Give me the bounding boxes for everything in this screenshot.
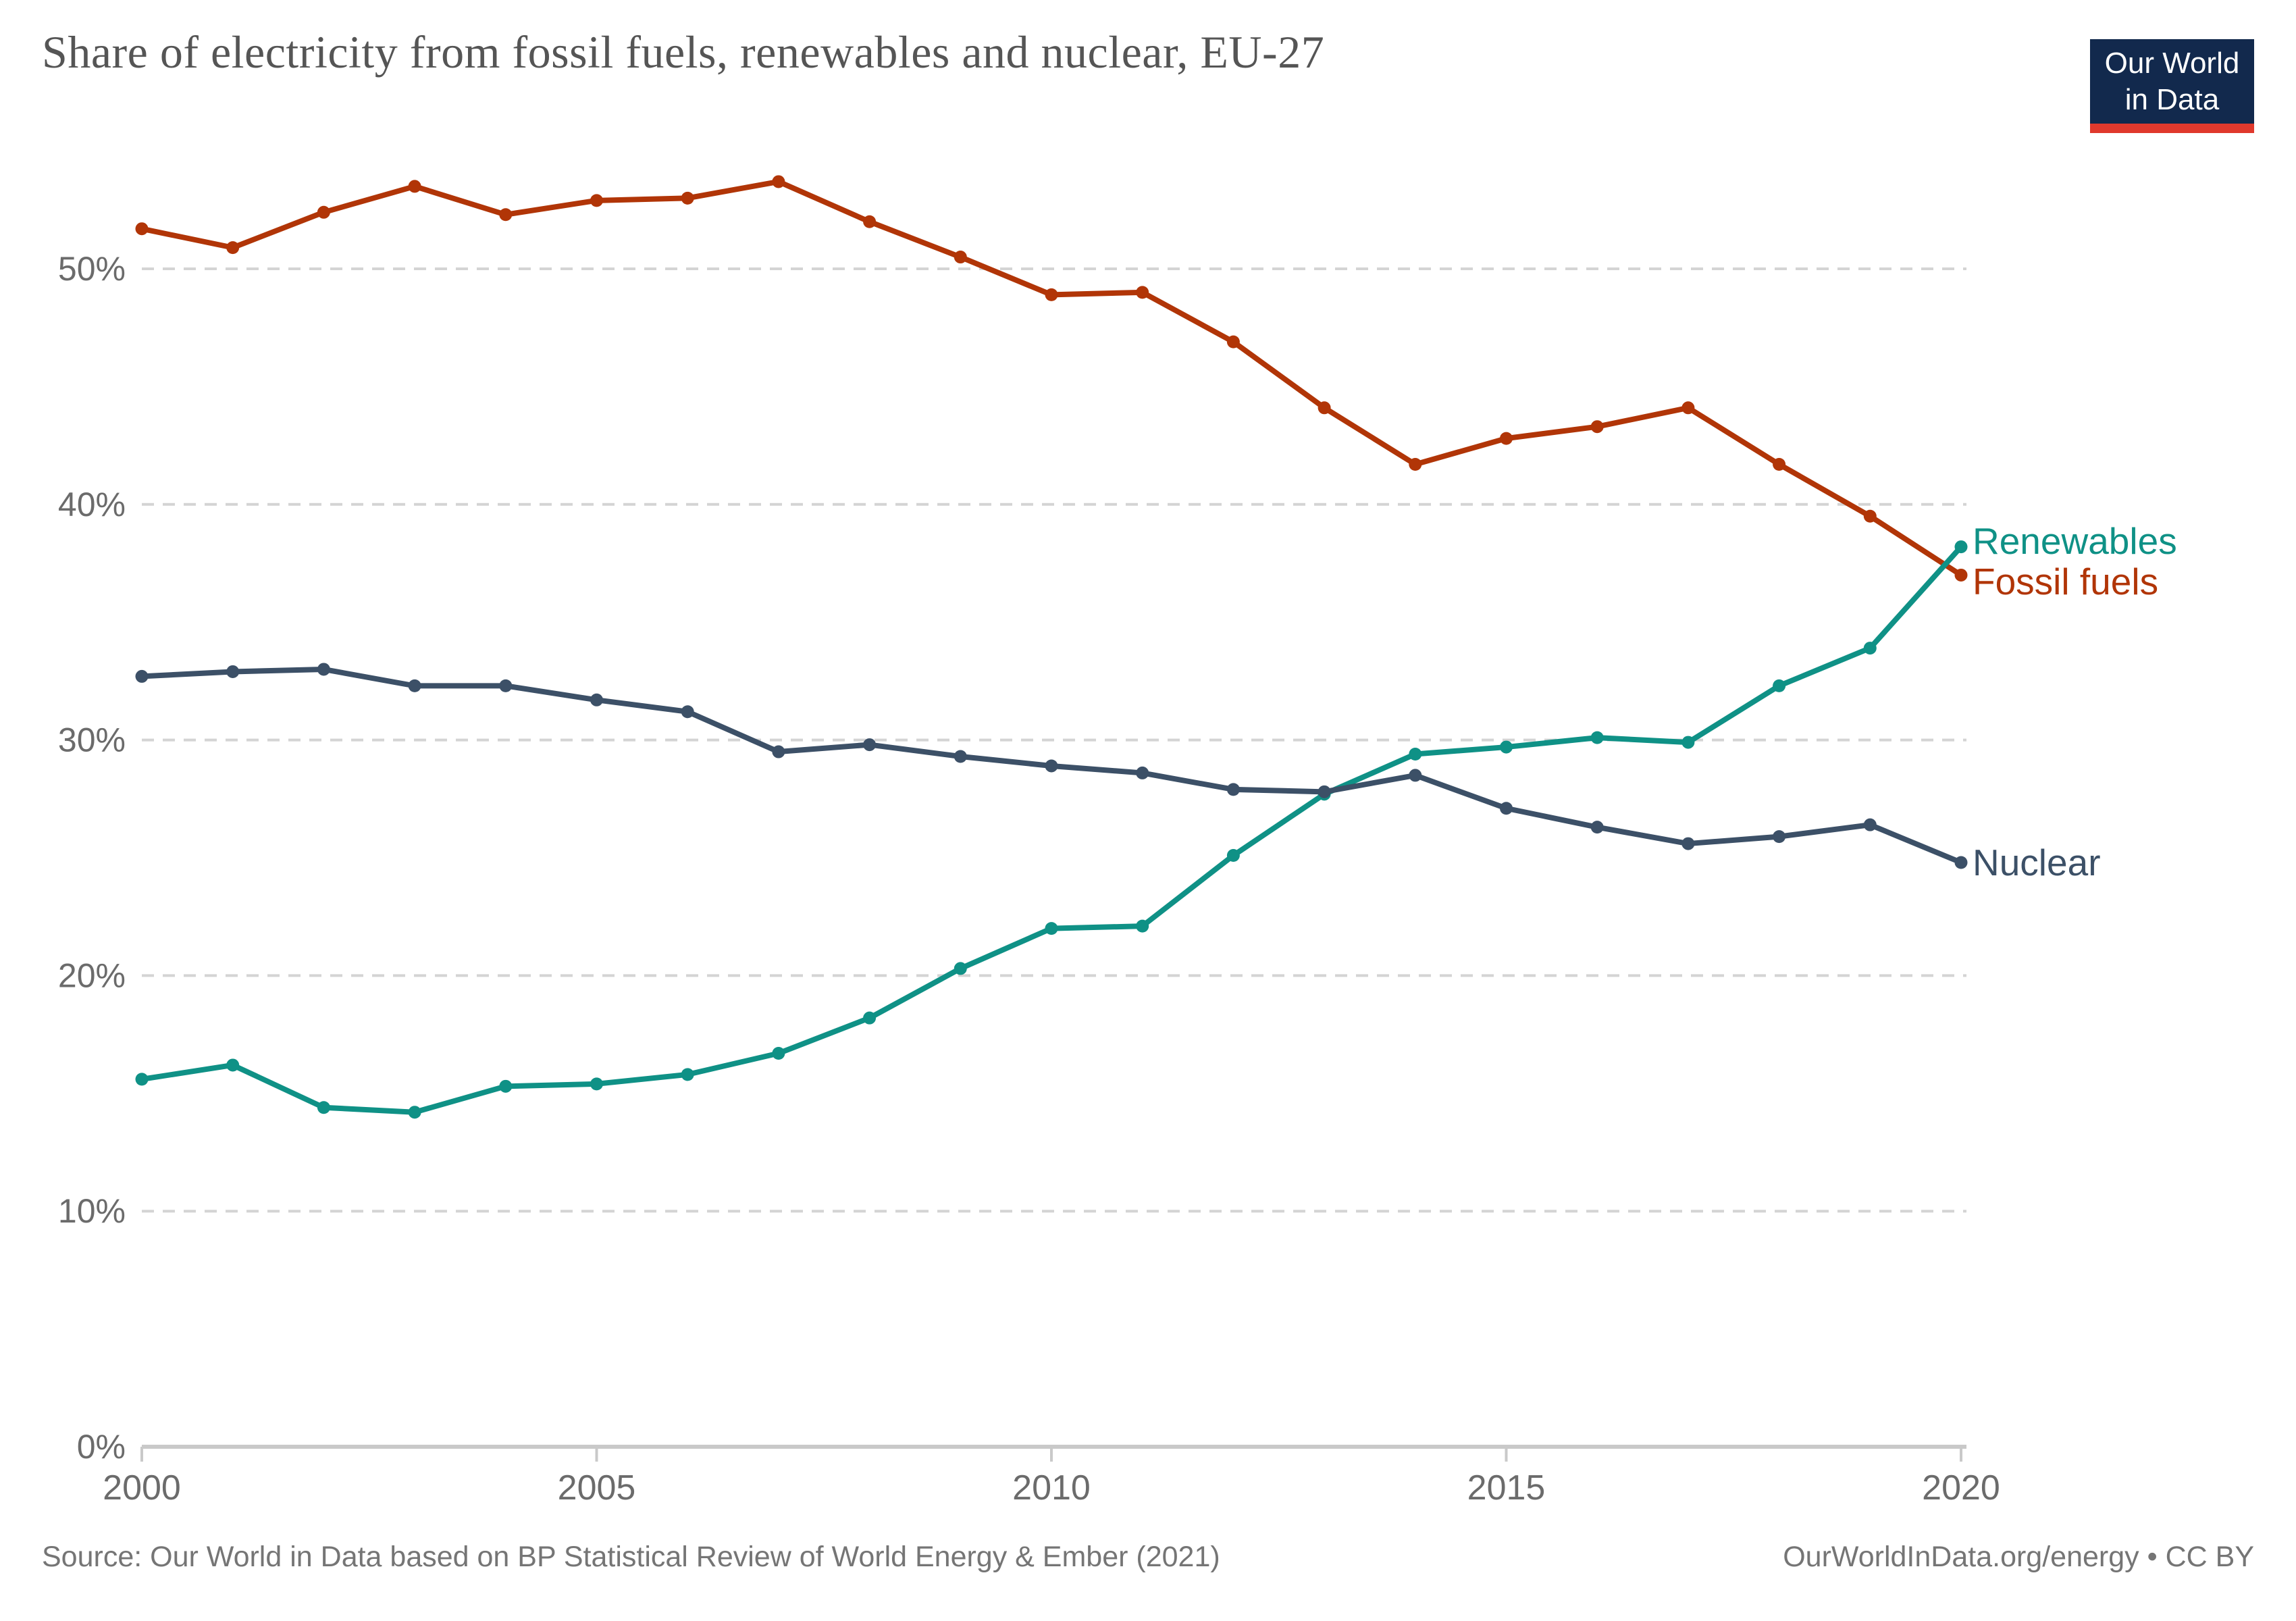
data-point (226, 241, 240, 255)
data-point (681, 705, 694, 719)
data-point (226, 1058, 240, 1072)
data-point (1681, 837, 1695, 850)
data-point (863, 215, 877, 228)
owid-logo-line1: Our World (2104, 46, 2240, 80)
data-point (1500, 802, 1513, 815)
owid-logo-line2: in Data (2124, 82, 2220, 116)
y-tick-label-50: 50% (58, 250, 126, 288)
data-point (499, 679, 513, 692)
x-tick-label-2005: 2005 (558, 1468, 636, 1508)
data-point (1226, 849, 1240, 863)
y-tick-label-0: 0% (77, 1428, 126, 1466)
chart-footer: Source: Our World in Data based on BP St… (42, 1541, 2254, 1574)
data-point (772, 175, 785, 188)
data-point (135, 1073, 149, 1086)
data-point (1136, 286, 1149, 299)
series-label-renewables: Renewables (1973, 519, 2177, 562)
data-point (1409, 748, 1422, 761)
data-point (1863, 509, 1877, 523)
series-label-nuclear: Nuclear (1973, 841, 2101, 883)
data-point (1226, 335, 1240, 349)
data-point (1045, 288, 1058, 301)
y-tick-label-20: 20% (58, 956, 126, 994)
data-point (1500, 740, 1513, 754)
data-point (408, 1106, 421, 1119)
data-point (1954, 540, 1968, 554)
y-tick-label-40: 40% (58, 486, 126, 523)
data-point (317, 663, 330, 676)
y-tick-label-30: 30% (58, 721, 126, 759)
data-point (954, 962, 967, 975)
data-point (1681, 401, 1695, 415)
data-point (1045, 759, 1058, 773)
data-point (590, 1077, 603, 1091)
data-point (681, 1068, 694, 1081)
data-point (135, 222, 149, 236)
chart-title: Share of electricity from fossil fuels, … (42, 26, 1325, 78)
data-point (317, 205, 330, 219)
data-point (590, 194, 603, 207)
data-point (1590, 821, 1604, 834)
data-point (954, 750, 967, 763)
data-point (1954, 568, 1968, 582)
data-point (1045, 922, 1058, 935)
data-point (590, 693, 603, 706)
data-point (1681, 736, 1695, 749)
source-note: Source: Our World in Data based on BP St… (42, 1541, 1220, 1573)
owid-logo: Our World in Data (2090, 39, 2254, 133)
data-point (408, 679, 421, 692)
data-point (954, 251, 967, 264)
data-point (408, 180, 421, 193)
data-point (1317, 401, 1331, 415)
data-point (1409, 769, 1422, 782)
data-point (1226, 783, 1240, 796)
x-tick-label-2010: 2010 (1012, 1468, 1091, 1508)
data-point (1773, 830, 1786, 844)
data-point (226, 665, 240, 678)
data-point (681, 191, 694, 205)
data-point (1773, 458, 1786, 471)
x-tick-label-2000: 2000 (103, 1468, 181, 1508)
data-point (1317, 785, 1331, 798)
data-point (1863, 818, 1877, 831)
owid-logo-red-bar (2090, 124, 2254, 133)
data-point (1954, 856, 1968, 869)
data-point (317, 1101, 330, 1114)
data-point (499, 208, 513, 222)
data-point (1863, 642, 1877, 655)
data-point (1773, 679, 1786, 692)
data-point (863, 738, 877, 752)
series-line-fossil-fuels (139, 178, 1964, 578)
data-point (499, 1079, 513, 1093)
data-point (1136, 766, 1149, 779)
data-point (1590, 731, 1604, 744)
data-point (863, 1011, 877, 1025)
data-point (772, 1047, 785, 1060)
data-point (135, 669, 149, 683)
x-tick-label-2015: 2015 (1467, 1468, 1546, 1508)
data-point (772, 745, 785, 758)
owid-logo-box: Our World in Data (2090, 39, 2254, 124)
data-point (1136, 919, 1149, 933)
series-label-fossil-fuels: Fossil fuels (1973, 561, 2159, 603)
data-point (1500, 432, 1513, 445)
y-tick-label-10: 10% (58, 1192, 126, 1230)
license-note: OurWorldInData.org/energy • CC BY (1783, 1541, 2254, 1573)
data-point (1409, 458, 1422, 471)
series-line-renewables (139, 544, 1964, 1115)
x-tick-label-2020: 2020 (1922, 1468, 2000, 1508)
data-point (1590, 420, 1604, 434)
